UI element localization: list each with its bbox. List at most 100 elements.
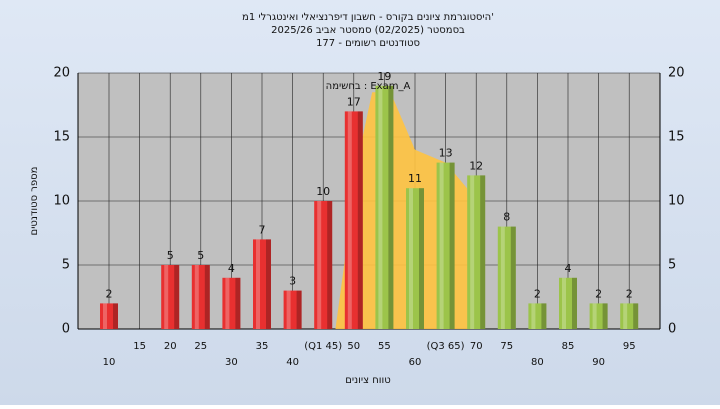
bar	[344, 111, 363, 330]
bar-highlight	[164, 265, 169, 329]
data-label: 4	[565, 262, 572, 275]
data-label: 12	[469, 159, 483, 172]
bar	[436, 162, 455, 329]
x-tick-label: 20	[164, 341, 177, 352]
y2-tick-label: 15	[668, 130, 685, 145]
bar-shade	[633, 303, 639, 329]
bar-shade	[357, 111, 363, 330]
bar-shade	[174, 265, 180, 329]
x-tick-label: 10	[103, 357, 116, 368]
x-tick-label: 90	[592, 357, 605, 368]
data-label: 5	[167, 249, 174, 262]
x-tick-label: 95	[623, 341, 636, 352]
chart-title: היסטוגרמת ציונים בקורס - חשבון דיפרנציאל…	[242, 12, 494, 23]
x-axis-label: טווח ציונים	[345, 375, 390, 386]
bar	[222, 277, 241, 329]
bar-shade	[327, 201, 333, 329]
data-label: 13	[439, 147, 453, 160]
data-label: 2	[595, 287, 602, 300]
x-tick-label: 60	[409, 357, 422, 368]
data-label: 7	[259, 223, 266, 236]
bar-shade	[388, 85, 394, 329]
bar	[314, 201, 333, 329]
y-tick-label: 15	[53, 130, 70, 145]
bar	[497, 226, 516, 329]
chart-subtitle: סטודנטים רשומים - 177	[316, 38, 420, 49]
bar-highlight	[378, 85, 383, 329]
data-label: 5	[197, 249, 204, 262]
bar	[589, 303, 608, 329]
x-tick-label: 55	[378, 341, 391, 352]
bar-shade	[419, 188, 424, 329]
x-tick-label: 80	[531, 357, 544, 368]
bar-shade	[113, 303, 118, 329]
bar-highlight	[470, 175, 475, 329]
bar-highlight	[286, 290, 291, 329]
bar-highlight	[317, 201, 322, 329]
bar-highlight	[347, 111, 352, 330]
bar	[406, 188, 424, 329]
bar-shade	[204, 265, 210, 329]
bar-shade	[541, 303, 547, 329]
bar	[161, 265, 180, 329]
bar	[528, 303, 547, 329]
bar	[191, 265, 210, 329]
x-tick-label: 70	[470, 341, 483, 352]
bar-shade	[572, 277, 577, 329]
y2-tick-label: 5	[668, 258, 676, 273]
data-label: 10	[316, 185, 330, 198]
y-tick-label: 5	[62, 258, 70, 273]
bar-highlight	[256, 239, 260, 329]
x-tick-label: 85	[562, 341, 575, 352]
bar-highlight	[531, 303, 536, 329]
bar	[253, 239, 271, 329]
annotation: בחשימה : Exam_A	[326, 81, 411, 92]
bar-highlight	[103, 303, 107, 329]
bar-highlight	[194, 265, 199, 329]
data-label: 17	[347, 95, 361, 108]
data-label: 3	[289, 275, 296, 288]
x-tick-label: (Q1 45)	[304, 341, 342, 352]
y2-tick-label: 20	[668, 66, 685, 81]
x-tick-label: (Q3 65)	[427, 341, 465, 352]
y-axis-label: מספר סטודנטים	[29, 167, 40, 236]
bar	[375, 85, 394, 329]
bar-highlight	[500, 226, 505, 329]
bar-highlight	[439, 162, 444, 329]
bar-shade	[602, 303, 608, 329]
bar-shade	[449, 162, 455, 329]
data-label: 2	[106, 287, 113, 300]
data-label: 11	[408, 172, 422, 185]
bar	[467, 175, 486, 329]
data-label: 8	[503, 211, 510, 224]
data-label: 19	[377, 70, 391, 83]
y-tick-label: 0	[62, 322, 70, 337]
x-tick-label: 30	[225, 357, 238, 368]
bar	[559, 277, 577, 329]
data-label: 4	[228, 262, 235, 275]
x-tick-label: 75	[500, 341, 513, 352]
bar	[100, 303, 118, 329]
bar-shade	[510, 226, 516, 329]
bar-shade	[235, 277, 241, 329]
x-tick-label: 15	[133, 341, 146, 352]
x-tick-label: 40	[286, 357, 299, 368]
data-label: 2	[626, 287, 633, 300]
bar-shade	[480, 175, 486, 329]
x-tick-label: 50	[347, 341, 360, 352]
bar-highlight	[592, 303, 597, 329]
x-tick-label: 25	[194, 341, 207, 352]
data-label: 2	[534, 287, 541, 300]
bar-shade	[266, 239, 271, 329]
y-tick-label: 20	[53, 66, 70, 81]
bar-highlight	[409, 188, 413, 329]
bar	[620, 303, 639, 329]
bar-shade	[296, 290, 302, 329]
y2-tick-label: 10	[668, 194, 685, 209]
y-tick-label: 10	[53, 194, 70, 209]
x-tick-label: 35	[256, 341, 269, 352]
bar-highlight	[225, 277, 230, 329]
bar-highlight	[623, 303, 628, 329]
chart-subtitle: בסמסטר (02/2025) סמסטר אביב 2025/26	[271, 25, 465, 36]
